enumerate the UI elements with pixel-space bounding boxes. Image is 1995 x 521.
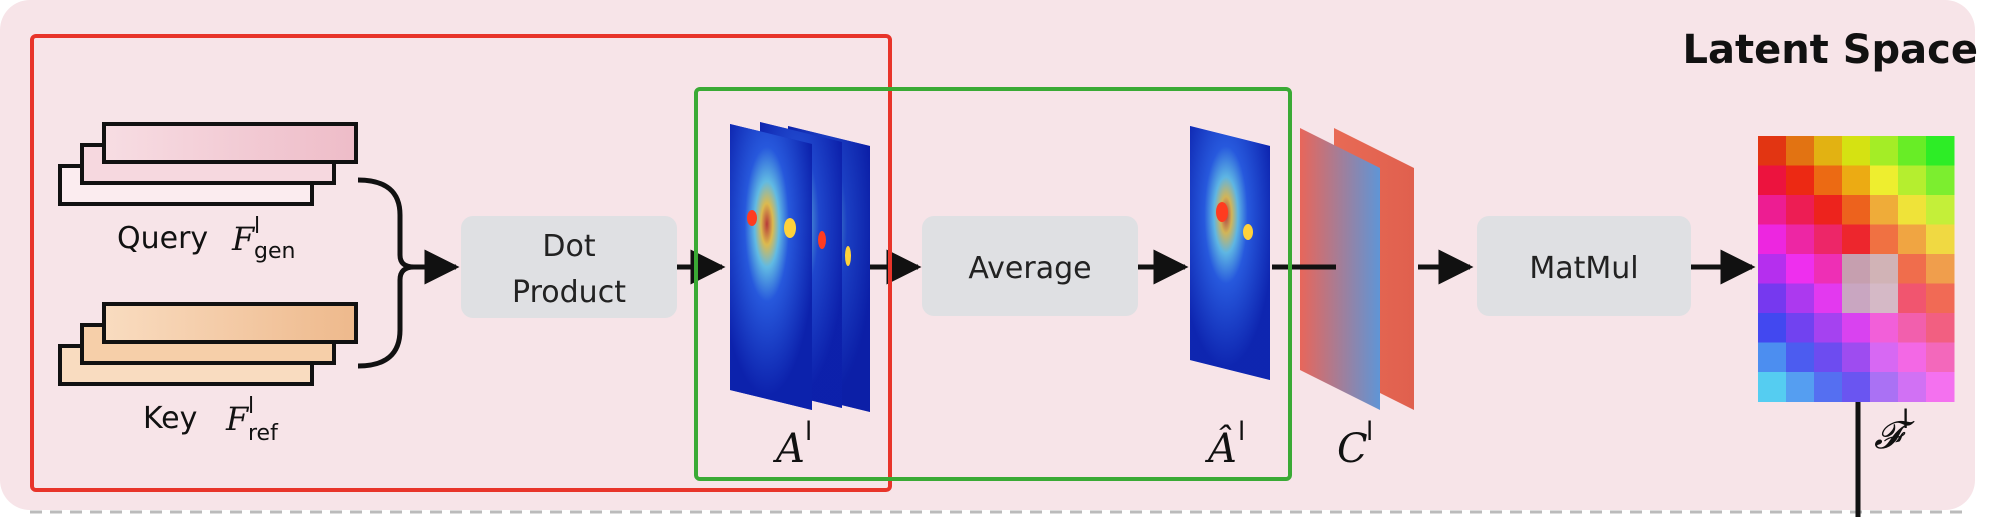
output-grid-cell bbox=[1870, 195, 1899, 225]
dot-product-box bbox=[461, 216, 677, 318]
output-grid-cell bbox=[1814, 342, 1843, 373]
output-grid-cell bbox=[1758, 195, 1787, 225]
output-grid-cell bbox=[1758, 372, 1787, 402]
output-grid-cell bbox=[1786, 224, 1815, 255]
key-label: Key bbox=[143, 401, 197, 436]
output-grid-cell bbox=[1870, 136, 1899, 166]
output-grid-cell bbox=[1814, 283, 1843, 314]
output-grid-cell bbox=[1926, 254, 1955, 284]
matmul-box bbox=[1477, 216, 1691, 316]
color-map-symbol: C bbox=[1337, 426, 1368, 472]
output-grid-cell bbox=[1814, 224, 1843, 255]
output-grid-cell bbox=[1758, 342, 1787, 373]
output-grid-cell bbox=[1842, 165, 1871, 196]
query-symbol-superscript: l bbox=[254, 214, 260, 239]
output-grid-cell bbox=[1786, 136, 1815, 166]
output-grid-cell bbox=[1786, 313, 1815, 343]
output-grid-cell bbox=[1898, 342, 1927, 373]
output-feature-grid bbox=[1758, 136, 1955, 402]
matmul-label: MatMul bbox=[1529, 251, 1638, 286]
output-grid-cell bbox=[1926, 313, 1955, 343]
output-grid-cell bbox=[1898, 195, 1927, 225]
averaged-map-superscript: l bbox=[1238, 417, 1245, 447]
output-grid-cell bbox=[1926, 342, 1955, 373]
output-grid-cell bbox=[1814, 136, 1843, 166]
dot-product-label-line1: Dot bbox=[542, 229, 595, 264]
output-grid-cell bbox=[1842, 224, 1871, 255]
output-grid-cell bbox=[1842, 254, 1871, 284]
attention-map-symbol: A bbox=[772, 426, 805, 472]
query-feature-stack bbox=[58, 122, 358, 206]
output-grid-cell bbox=[1898, 165, 1927, 196]
output-grid-cell bbox=[1870, 313, 1899, 343]
query-label: Query bbox=[117, 221, 208, 256]
output-grid-cell bbox=[1926, 136, 1955, 166]
output-grid-cell bbox=[1758, 136, 1787, 166]
averaged-attention-map bbox=[1190, 126, 1270, 380]
query-symbol-subscript: gen bbox=[254, 239, 295, 264]
output-grid-cell bbox=[1926, 283, 1955, 314]
output-grid-cell bbox=[1898, 283, 1927, 314]
output-superscript: l bbox=[1902, 405, 1909, 435]
attention-map-stack bbox=[730, 122, 870, 412]
color-map-stack bbox=[1300, 128, 1414, 410]
output-grid-cell bbox=[1842, 283, 1871, 314]
output-grid-cell bbox=[1870, 254, 1899, 284]
output-grid-cell bbox=[1870, 342, 1899, 373]
output-grid-cell bbox=[1842, 313, 1871, 343]
output-grid-cell bbox=[1786, 165, 1815, 196]
output-grid-cell bbox=[1758, 224, 1787, 255]
output-grid-cell bbox=[1758, 254, 1787, 284]
average-label: Average bbox=[968, 251, 1091, 286]
output-grid-cell bbox=[1842, 342, 1871, 373]
output-grid-cell bbox=[1842, 195, 1871, 225]
output-grid-cell bbox=[1786, 195, 1815, 225]
key-feature-stack bbox=[58, 302, 358, 386]
output-grid-cell bbox=[1898, 136, 1927, 166]
latent-space-title: Latent Space bbox=[1682, 27, 1978, 73]
output-grid-cell bbox=[1786, 254, 1815, 284]
output-grid-cell bbox=[1814, 195, 1843, 225]
dot-product-label-line2: Product bbox=[512, 275, 626, 310]
output-grid-cell bbox=[1898, 254, 1927, 284]
output-grid-cell bbox=[1898, 372, 1927, 402]
output-grid-cell bbox=[1898, 313, 1927, 343]
query-symbol: F bbox=[231, 220, 256, 258]
key-symbol: F bbox=[225, 400, 250, 438]
output-grid-cell bbox=[1814, 372, 1843, 402]
output-grid-cell bbox=[1814, 313, 1843, 343]
output-grid-cell bbox=[1926, 372, 1955, 402]
key-symbol-superscript: l bbox=[248, 394, 254, 419]
output-grid-cell bbox=[1758, 313, 1787, 343]
output-grid-cell bbox=[1786, 342, 1815, 373]
output-grid-cell bbox=[1842, 372, 1871, 402]
output-grid-cell bbox=[1758, 165, 1787, 196]
output-grid-cell bbox=[1870, 165, 1899, 196]
output-grid-cell bbox=[1926, 165, 1955, 196]
output-grid-cell bbox=[1842, 136, 1871, 166]
red-highlight-frame bbox=[30, 34, 892, 492]
output-grid-cell bbox=[1814, 254, 1843, 284]
output-grid-cell bbox=[1786, 372, 1815, 402]
green-highlight-frame bbox=[694, 87, 1292, 481]
output-grid-cell bbox=[1814, 165, 1843, 196]
averaged-map-symbol: Â bbox=[1204, 425, 1237, 472]
output-grid-cell bbox=[1786, 283, 1815, 314]
key-symbol-subscript: ref bbox=[248, 421, 279, 446]
output-grid-cell bbox=[1898, 224, 1927, 255]
color-map-superscript: l bbox=[1366, 417, 1373, 447]
output-grid-cell bbox=[1870, 283, 1899, 314]
output-grid-cell bbox=[1758, 283, 1787, 314]
output-grid-cell bbox=[1870, 224, 1899, 255]
average-box bbox=[922, 216, 1138, 316]
output-grid-cell bbox=[1926, 224, 1955, 255]
output-grid-cell bbox=[1926, 195, 1955, 225]
attention-map-superscript: l bbox=[805, 417, 812, 447]
output-grid-cell bbox=[1870, 372, 1899, 402]
